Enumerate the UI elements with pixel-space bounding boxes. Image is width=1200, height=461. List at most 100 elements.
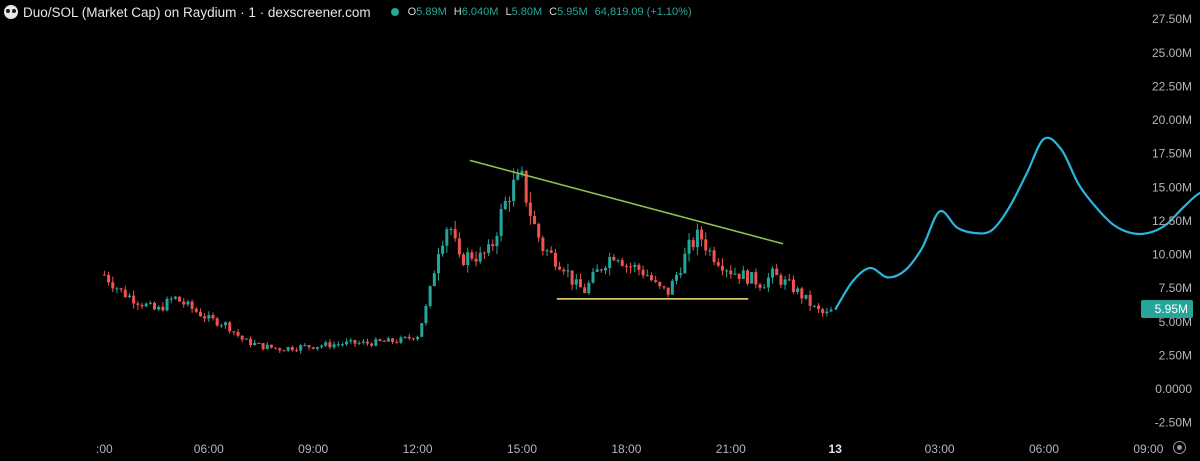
candle-body — [754, 272, 758, 285]
candle-body — [758, 284, 762, 288]
chart-title: Duo/SOL (Market Cap) on Raydium · 1 · de… — [23, 4, 371, 20]
candle-body — [804, 294, 808, 299]
candle-body — [228, 322, 232, 332]
candle-body — [553, 252, 557, 267]
candle-body — [290, 347, 294, 351]
candle-body — [779, 275, 783, 285]
x-tick-label: 06:00 — [1029, 442, 1059, 456]
candle-body — [808, 294, 812, 306]
y-axis: 27.50M 25.00M 22.50M 20.00M 17.50M 15.00M 12.5… — [1141, 12, 1193, 430]
candle-body — [516, 174, 520, 180]
candle-body — [132, 295, 136, 304]
candle-body — [816, 305, 820, 310]
candle-body — [357, 342, 361, 344]
x-tick-label: 06:00 — [194, 442, 224, 456]
x-tick-label: 12:00 — [403, 442, 433, 456]
x-axis: :00 06:00 09:00 12:00 15:00 18:00 21:00 13 03:00… — [96, 442, 1164, 456]
candle-body — [315, 346, 319, 349]
candle-body — [482, 252, 486, 254]
candle-body — [704, 239, 708, 251]
x-tick-label: :00 — [96, 442, 113, 456]
candle-body — [153, 302, 157, 310]
candle-body — [244, 338, 248, 340]
candle-body — [178, 296, 182, 302]
candle-body — [771, 268, 775, 278]
candle-body — [186, 301, 190, 305]
candle-body — [102, 274, 106, 276]
candle-body — [148, 302, 152, 304]
candle-body — [507, 200, 511, 202]
candle-body — [224, 322, 228, 326]
current-price-label: 5.95M — [1155, 302, 1188, 316]
candle-body — [374, 339, 378, 346]
candle-body — [766, 277, 770, 288]
candle-body — [173, 296, 177, 299]
candle-body — [157, 306, 161, 310]
candle-body — [687, 239, 691, 254]
candle-body — [570, 270, 574, 285]
candle-body — [432, 273, 436, 287]
x-tick-label: 18:00 — [611, 442, 641, 456]
candle-body — [666, 287, 670, 295]
candle-body — [249, 338, 253, 346]
candle-body — [750, 272, 754, 284]
y-tick-label: 5.00M — [1159, 315, 1192, 329]
candle-body — [207, 315, 211, 319]
x-tick-label: 09:00 — [1133, 442, 1163, 456]
candle-body — [791, 279, 795, 293]
candle-body — [520, 170, 524, 175]
candle-body — [670, 280, 674, 295]
candle-body — [436, 254, 440, 274]
candle-body — [741, 270, 745, 279]
candle-body — [107, 274, 111, 283]
chart-settings-icon[interactable] — [1173, 441, 1186, 454]
status-dot-icon — [390, 8, 399, 16]
x-tick-label: 21:00 — [716, 442, 746, 456]
candle-body — [407, 336, 411, 339]
candle-body — [299, 345, 303, 351]
candle-body — [533, 216, 537, 225]
candle-body — [395, 341, 399, 343]
projection-line — [834, 136, 1200, 311]
candle-body — [549, 250, 553, 253]
candle-body — [775, 268, 779, 276]
candle-body — [691, 239, 695, 248]
candle-body — [637, 264, 641, 270]
candle-body — [324, 342, 328, 346]
candle-body — [320, 345, 324, 347]
y-tick-label: 25.00M — [1152, 46, 1192, 60]
candle-body — [332, 344, 336, 348]
candle-body — [182, 301, 186, 305]
candle-body — [165, 298, 169, 311]
candle-body — [716, 262, 720, 266]
candle-body — [286, 347, 290, 351]
candle-body — [203, 316, 207, 319]
candle-body — [198, 311, 202, 317]
candle-body — [541, 237, 545, 252]
candle-body — [800, 288, 804, 299]
y-tick-label: 22.50M — [1152, 79, 1192, 93]
candle-body — [712, 250, 716, 263]
x-tick-label: 09:00 — [298, 442, 328, 456]
trend-lines — [469, 136, 1200, 311]
candle-body — [616, 260, 620, 262]
candle-body — [462, 254, 466, 266]
candle-body — [566, 270, 570, 272]
low-value: 5.80M — [511, 6, 543, 18]
candle-body — [578, 279, 582, 288]
candle-body — [654, 280, 658, 282]
candle-body — [253, 342, 257, 346]
close-value: 5.95M — [557, 6, 588, 18]
candle-body — [599, 269, 603, 271]
candle-body — [825, 311, 829, 314]
candle-body — [591, 271, 595, 283]
y-tick-label: 7.50M — [1159, 281, 1192, 295]
x-tick-label: 03:00 — [925, 442, 955, 456]
candle-body — [257, 342, 261, 344]
y-tick-label: 2.50M — [1159, 348, 1192, 362]
candle-body — [662, 286, 666, 288]
candle-body — [558, 266, 562, 270]
candle-body — [278, 348, 282, 351]
candle-body — [416, 336, 420, 340]
